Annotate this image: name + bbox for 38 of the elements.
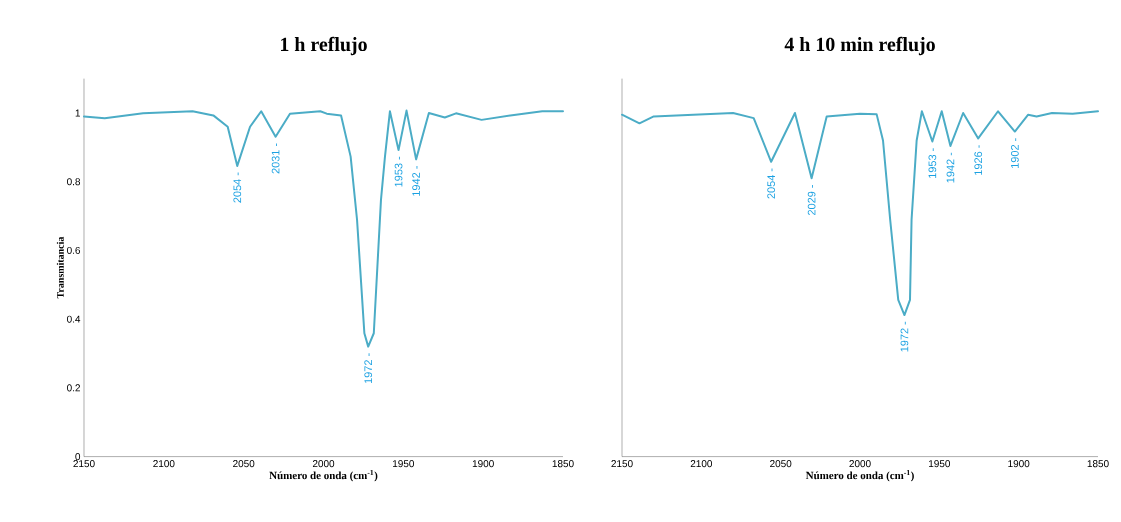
y-tick-label: 0.6 [67, 246, 81, 254]
x-tick-label: 1850 [1087, 460, 1109, 468]
x-tick-label: 1950 [929, 460, 951, 468]
annotation: 2031 - [271, 143, 280, 174]
x-tick-label: 2000 [849, 460, 871, 468]
annotation: 1902 - [1011, 138, 1019, 168]
x-tick-label: 1900 [1008, 460, 1030, 468]
x-tick-label: 2150 [73, 460, 95, 468]
line-series [83, 109, 564, 348]
x-tick-label: 2050 [233, 460, 255, 468]
y-tick-label: 0.2 [67, 384, 80, 392]
x-tick-label: 2050 [770, 460, 792, 468]
annotation: 1942 - [946, 152, 955, 183]
x-tick-label: 1900 [472, 460, 494, 468]
chart-title: 4 h 10 min reflujo [784, 36, 935, 56]
x-tick-label: 1850 [552, 460, 574, 468]
y-tick-label: 0 [75, 453, 81, 461]
annotation: 1953 - [394, 156, 403, 187]
annotation: 1972 - [900, 321, 909, 352]
x-tick-label: 2100 [690, 460, 713, 468]
annotation: 2029 - [807, 184, 816, 216]
annotation: 1953 - [928, 148, 937, 178]
chart-title: 1 h reflujo [281, 36, 367, 56]
x-tick-label: 2000 [312, 460, 335, 468]
x-tick-label: 2150 [611, 460, 633, 468]
annotation: 1972 - [364, 353, 373, 384]
annotation: 1926 - [974, 145, 983, 175]
x-tick-label: 1950 [393, 460, 415, 468]
x-tick-label: 2100 [153, 460, 175, 468]
annotation: 2054 - [767, 168, 776, 199]
x-axis-title: Número de onda (cm$^{-1}$) [269, 470, 378, 482]
annotation: 1942 - [412, 166, 420, 196]
y-axis-title: Transmitancia [56, 236, 64, 299]
y-tick-label: 0.8 [67, 178, 81, 186]
x-axis-title: Número de onda (cm$^{-1}$) [805, 470, 914, 482]
y-tick-label: 0.4 [67, 315, 81, 323]
y-tick-label: 1 [75, 109, 80, 117]
annotation: 2054 - [233, 172, 242, 203]
